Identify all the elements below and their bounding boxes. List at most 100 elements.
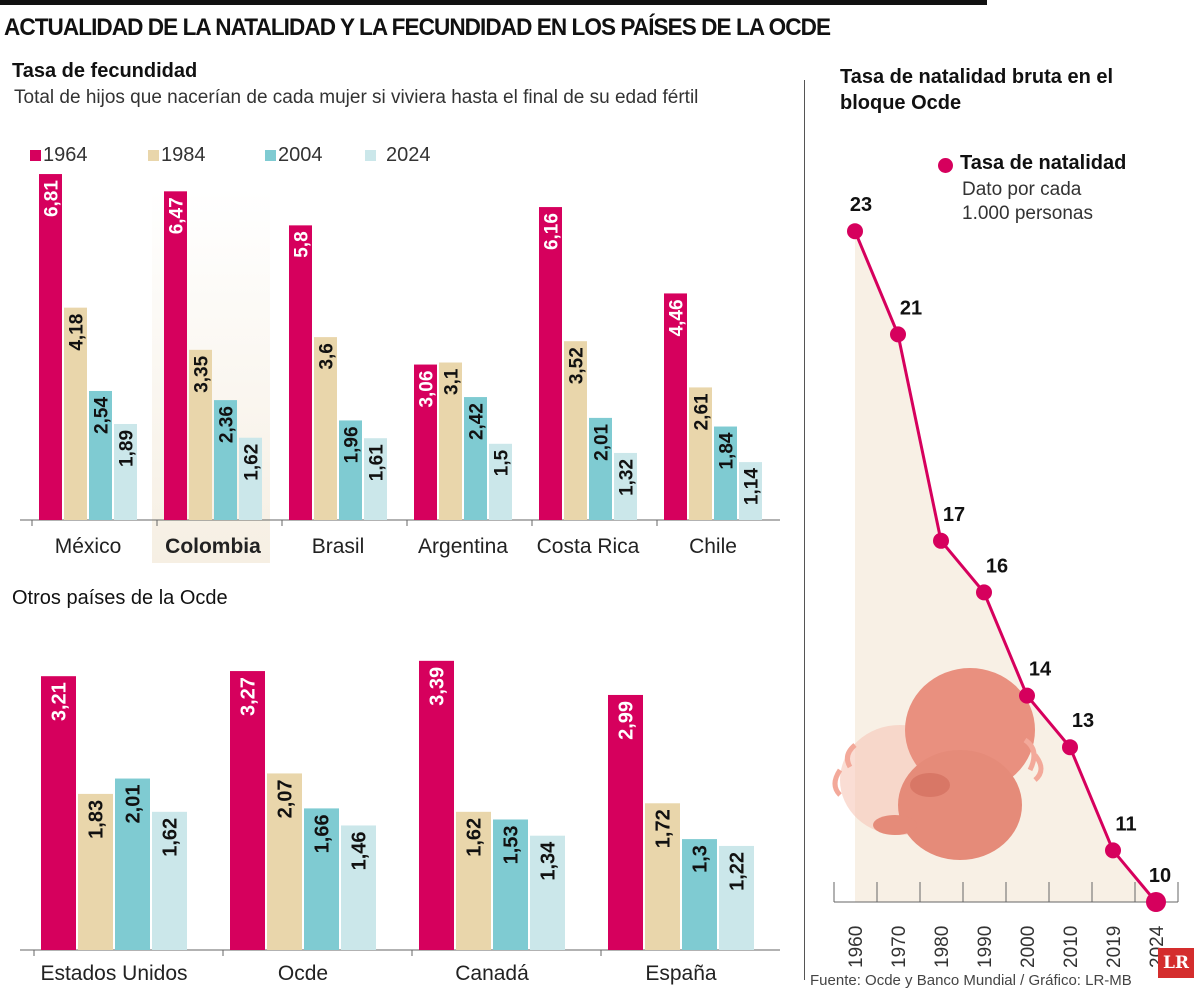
data-label: 3,1	[441, 368, 462, 395]
legend-series-name: Tasa de natalidad	[960, 152, 1127, 174]
column-divider	[804, 80, 805, 980]
point-2019	[1105, 842, 1121, 859]
bar-1964-Chile	[664, 293, 687, 520]
point-label: 16	[986, 555, 1008, 577]
top-rule	[0, 0, 987, 5]
category-label: México	[55, 535, 122, 558]
bar-1984-España	[645, 803, 680, 950]
point-label: 23	[850, 194, 872, 216]
data-label: 2,99	[616, 701, 638, 740]
legend: 1964 1984 2004 2024	[30, 144, 431, 167]
x-tick-label: 1970	[889, 926, 910, 968]
bar-1984-Brasil	[314, 337, 337, 520]
point-label: 11	[1115, 813, 1136, 835]
legend-label: 1984	[161, 144, 206, 166]
bar-2024-España	[719, 845, 754, 950]
data-label: 6,81	[41, 180, 62, 217]
fetus-illustration	[832, 668, 1044, 860]
bar-2004-Costa Rica	[589, 417, 612, 520]
point-1960	[847, 223, 863, 240]
x-tick-label: 2000	[1018, 926, 1039, 968]
category-label: Argentina	[418, 535, 508, 558]
data-label: 1,96	[341, 426, 362, 463]
bar-1964-Canadá	[419, 660, 454, 950]
point-2024	[1146, 892, 1166, 912]
data-label: 2,01	[591, 423, 612, 460]
data-label: 3,06	[416, 371, 437, 408]
x-tick-label: 2019	[1104, 926, 1125, 968]
data-label: 1,5	[491, 449, 512, 476]
bar-1964-México	[39, 174, 62, 520]
category-label: Costa Rica	[537, 535, 640, 558]
data-label: 4,18	[66, 314, 87, 351]
legend-item-2004: 2004	[265, 144, 365, 167]
legend-item-2024: 2024	[365, 144, 431, 167]
legend-item-1964: 1964	[30, 144, 148, 167]
data-label: 1,22	[727, 852, 749, 891]
x-tick-label: 2010	[1061, 926, 1082, 968]
data-label: 2,07	[275, 779, 297, 818]
bar-2024-México	[114, 423, 137, 520]
bar-2004-España	[682, 839, 717, 950]
point-1990	[976, 584, 992, 601]
data-label: 3,39	[427, 667, 449, 706]
category-label: España	[645, 962, 717, 985]
legend-item-1984: 1984	[148, 144, 265, 167]
bar-1984-Chile	[689, 387, 712, 520]
data-label: 6,16	[541, 213, 562, 250]
x-tick-label: 1960	[846, 926, 867, 968]
bar-2004-Chile	[714, 426, 737, 520]
bar-2004-Brasil	[339, 420, 362, 520]
bar-1984-Estados Unidos	[78, 793, 113, 950]
main-title: ACTUALIDAD DE LA NATALIDAD Y LA FECUNDID…	[4, 14, 831, 41]
bar-1964-Argentina	[414, 364, 437, 520]
data-label: 3,52	[566, 347, 587, 384]
data-label: 3,6	[316, 343, 337, 369]
data-label: 1,34	[538, 841, 560, 881]
fertility-subtitle: Total de hijos que nacerían de cada muje…	[14, 87, 699, 108]
bar-1984-Costa Rica	[564, 341, 587, 520]
lr-logo: LR	[1158, 948, 1194, 978]
data-label: 1,3	[690, 845, 712, 873]
data-label: 2,01	[123, 785, 145, 824]
data-label: 4,46	[666, 299, 687, 336]
data-label: 3,27	[238, 677, 260, 716]
others-title: Otros países de la Ocde	[12, 587, 228, 609]
category-label: Chile	[689, 535, 737, 558]
data-label: 1,72	[653, 809, 675, 848]
bar-1984-Ocde	[267, 773, 302, 950]
data-label: 1,62	[241, 444, 262, 481]
bar-1984-Argentina	[439, 362, 462, 520]
legend-swatch	[148, 150, 159, 161]
fertility-title: Tasa de fecundidad	[12, 60, 198, 82]
bar-2004-Estados Unidos	[115, 778, 150, 950]
bar-2004-México	[89, 390, 112, 520]
data-label: 5,8	[291, 231, 312, 257]
bar-1984-México	[64, 307, 87, 520]
point-2000	[1019, 687, 1035, 704]
legend-label: 2024	[386, 144, 431, 166]
point-label: 10	[1149, 865, 1171, 887]
bar-2004-Colombia	[214, 400, 237, 520]
bar-2024-Colombia	[239, 437, 262, 520]
bar-2024-Estados Unidos	[152, 811, 187, 950]
point-2010	[1062, 739, 1078, 756]
bar-2004-Canadá	[493, 819, 528, 950]
bar-1964-España	[608, 694, 643, 950]
data-label: 2,61	[691, 393, 712, 430]
x-tick-label: 1990	[975, 926, 996, 968]
data-label: 1,89	[116, 430, 137, 467]
data-label: 2,36	[216, 406, 237, 443]
data-label: 1,84	[716, 432, 737, 469]
bar-2024-Ocde	[341, 825, 376, 950]
bar-1964-Colombia	[164, 191, 187, 520]
bar-2004-Ocde	[304, 808, 339, 950]
bar-2024-Argentina	[489, 443, 512, 520]
data-label: 6,47	[166, 197, 187, 234]
point-label: 21	[900, 297, 922, 319]
x-tick-label: 1980	[932, 926, 953, 968]
data-label: 1,62	[160, 818, 182, 857]
legend-swatch	[365, 150, 376, 161]
